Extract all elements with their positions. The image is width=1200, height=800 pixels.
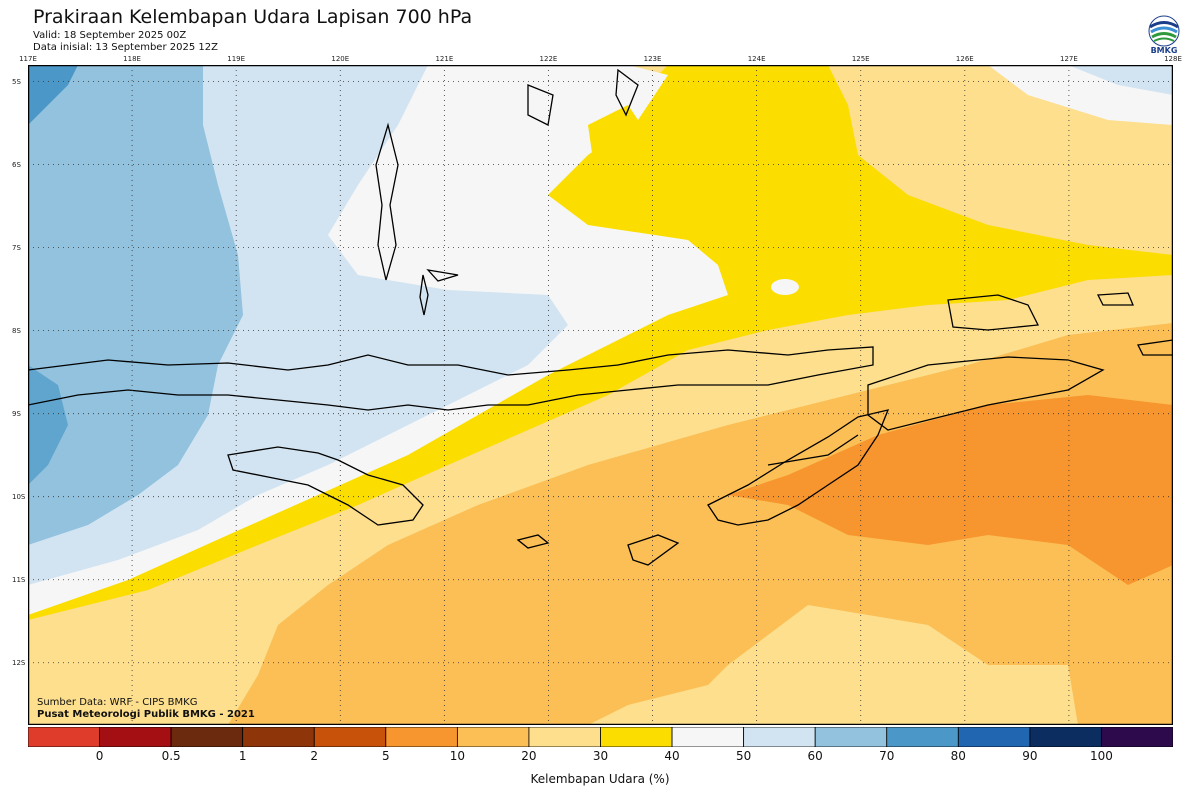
- legend-label: 60: [807, 749, 823, 763]
- legend-label: 10: [449, 749, 466, 763]
- legend-label: 20: [521, 749, 537, 763]
- legend-label: 50: [735, 749, 752, 763]
- band-50-60-pocket: [1068, 65, 1173, 95]
- band-20-30-pocket: [848, 95, 1173, 255]
- band-60-70: [28, 65, 243, 545]
- legend-label: 80: [950, 749, 966, 763]
- legend-swatch: [528, 727, 601, 747]
- graticule: [28, 65, 1173, 725]
- legend-swatch: [600, 727, 673, 747]
- lon-label: 125E: [851, 55, 870, 63]
- legend-swatch: [385, 727, 458, 747]
- lat-label: 7S: [12, 243, 21, 252]
- lat-label: 11S: [12, 575, 26, 584]
- band-5-10: [728, 395, 1173, 585]
- legend-swatch: [313, 727, 387, 747]
- lon-label: 119E: [227, 55, 246, 63]
- legend-label: 1: [238, 749, 247, 763]
- legend-swatch: [743, 727, 816, 747]
- legend-label: 90: [1022, 749, 1038, 763]
- legend-label: 70: [879, 749, 895, 763]
- legend-label: 0.5: [161, 749, 181, 763]
- lon-label: 123E: [643, 55, 662, 63]
- lon-label: 128E: [1164, 55, 1182, 63]
- init-time: Data inisial: 13 September 2025 12Z: [33, 42, 218, 53]
- lat-label: 5S: [12, 77, 21, 86]
- legend-swatch: [957, 727, 1031, 747]
- lat-label: 10S: [12, 492, 26, 501]
- lat-label: 8S: [12, 326, 21, 335]
- legend-swatch: [170, 727, 244, 747]
- lat-label: 6S: [12, 160, 21, 169]
- organization: Pusat Meteorologi Publik BMKG - 2021: [37, 709, 255, 720]
- lon-label: 127E: [1060, 55, 1078, 63]
- band-70-80-b: [28, 365, 68, 485]
- band-40-50-pocket-b: [771, 279, 799, 295]
- valid-time: Valid: 18 September 2025 00Z: [33, 30, 187, 41]
- legend-label: 0: [95, 749, 104, 763]
- legend-label: 100: [1089, 749, 1113, 763]
- legend-swatch: [1101, 727, 1173, 747]
- coastlines: [28, 68, 1173, 566]
- legend-swatch: [99, 727, 172, 747]
- legend-swatch: [28, 727, 100, 747]
- lon-label: 124E: [747, 55, 766, 63]
- legend-swatch: [456, 727, 530, 747]
- lon-label: 121E: [435, 55, 454, 63]
- band-30-40: [28, 65, 1173, 725]
- band-70-80: [28, 65, 78, 125]
- lat-label: 9S: [12, 409, 21, 418]
- legend-label: 40: [664, 749, 680, 763]
- legend-swatch: [671, 727, 745, 747]
- map-frame: [28, 65, 1173, 725]
- humidity-map: [28, 65, 1173, 725]
- bmkg-logo: [1148, 15, 1180, 47]
- lon-label: 122E: [539, 55, 558, 63]
- legend-swatch: [1029, 727, 1102, 747]
- data-source: Sumber Data: WRF - CIPS BMKG: [37, 697, 198, 708]
- color-legend: [28, 727, 1173, 747]
- legend-title: Kelembapan Udara (%): [530, 772, 670, 786]
- legend-label: 2: [310, 749, 319, 763]
- legend-swatch: [242, 727, 315, 747]
- map-title: Prakiraan Kelembapan Udara Lapisan 700 h…: [33, 6, 473, 28]
- lon-label: 126E: [955, 55, 974, 63]
- legend-swatch: [814, 727, 888, 747]
- logo-text: BMKG: [1150, 46, 1178, 55]
- lon-label: 120E: [331, 55, 350, 63]
- legend-swatch: [886, 727, 959, 747]
- lat-label: 12S: [12, 658, 26, 667]
- lon-label: 117E: [19, 55, 37, 63]
- lon-label: 118E: [123, 55, 141, 63]
- legend-label: 30: [592, 749, 609, 763]
- band-30-40-pocket: [588, 105, 648, 165]
- legend-label: 5: [381, 749, 390, 763]
